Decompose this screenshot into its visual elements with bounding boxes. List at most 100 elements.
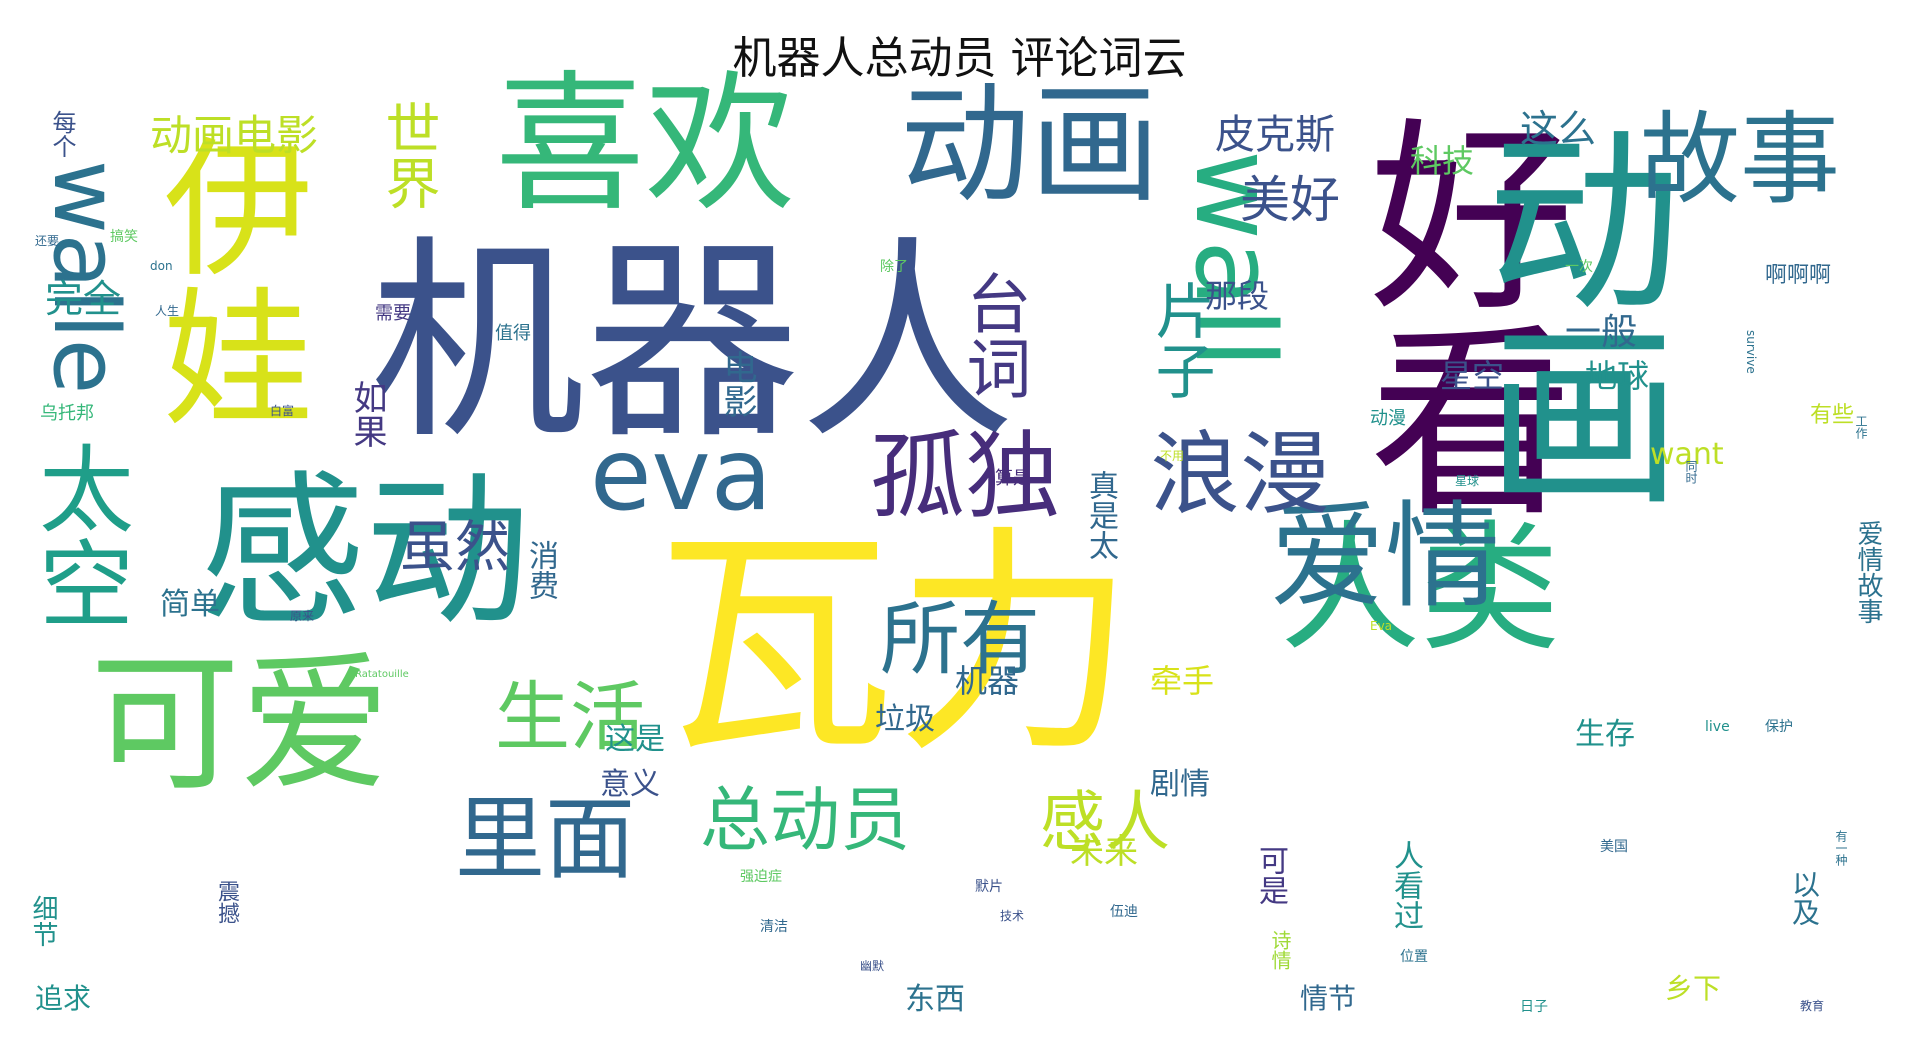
cloud-word: 故事 [1640, 101, 1840, 218]
cloud-word: 地球 [1585, 357, 1650, 395]
cloud-word: 位置 [1400, 949, 1428, 965]
cloud-word: 好看 [1334, 110, 1572, 520]
cloud-word: 瓦力 [655, 505, 1136, 785]
cloud-word: 喜欢 [495, 58, 796, 232]
cloud-word: 搞笑 [110, 229, 138, 245]
cloud-word: 动画电影 [150, 111, 319, 160]
cloud-word: 爱情故事 [1853, 520, 1883, 624]
cloud-word: 清洁 [760, 919, 788, 935]
cloud-word: live [1705, 719, 1730, 735]
cloud-word: 工作 [1854, 415, 1868, 439]
cloud-word: 片子 [1145, 280, 1215, 400]
cloud-word: 机器人 [370, 217, 1015, 468]
cloud-word: 那段 [1205, 277, 1270, 315]
cloud-word: 可爱 [90, 638, 391, 812]
cloud-word: 一次 [1565, 259, 1593, 275]
cloud-word: 未来 [1070, 832, 1138, 872]
cloud-word: 有些 [1810, 403, 1855, 428]
cloud-word: 人看过 [1388, 840, 1423, 930]
cloud-word: 机器 [955, 662, 1020, 700]
cloud-word: 消费 [523, 540, 558, 600]
cloud-word: 同时 [1684, 460, 1698, 484]
cloud-word: don [150, 259, 173, 273]
cloud-word: 乌托邦 [40, 403, 94, 424]
cloud-word: 剧情 [1150, 767, 1210, 802]
cloud-word: 伊娃 [138, 130, 312, 430]
cloud-word: walle [33, 160, 138, 395]
cloud-word: 还要 [35, 234, 60, 248]
cloud-word: 浪漫 [1150, 422, 1330, 527]
cloud-word: 太空 [23, 440, 133, 630]
cloud-word: 垃圾 [875, 702, 935, 737]
cloud-word: 有一种 [1834, 830, 1848, 866]
cloud-word: 追求 [35, 982, 92, 1015]
cloud-word: 孤独 [870, 422, 1061, 532]
cloud-word: 以及 [1788, 870, 1821, 926]
cloud-word: 除了 [880, 259, 908, 275]
cloud-word: 美国 [1600, 839, 1628, 855]
cloud-word: 美好 [1240, 171, 1340, 229]
cloud-word: 总动员 [700, 779, 910, 861]
cloud-word: 值得 [495, 323, 531, 344]
cloud-word: 每个 [48, 110, 76, 158]
cloud-word: 意义 [600, 767, 660, 802]
cloud-word: 这么 [1520, 107, 1597, 151]
cloud-word: want [1650, 437, 1724, 472]
cloud-word: 星球 [1455, 474, 1480, 488]
cloud-word: 科技 [1410, 142, 1475, 180]
cloud-word: 皮克斯 [1215, 112, 1335, 158]
cloud-word: 伍迪 [1110, 904, 1138, 920]
cloud-word: 星空 [1440, 357, 1505, 395]
cloud-word: 生存 [1575, 717, 1635, 752]
cloud-word: 所有 [880, 593, 1040, 686]
cloud-word: 白富 [270, 404, 295, 418]
cloud-word: 可是 [1253, 845, 1288, 905]
cloud-word: 牵手 [1150, 662, 1215, 700]
cloud-word: 感人 [1040, 785, 1171, 860]
cloud-word: 情节 [1300, 982, 1357, 1015]
cloud-word: 日子 [1520, 999, 1548, 1015]
cloud-word: Eva [1370, 619, 1393, 633]
cloud-word: 算是 [995, 468, 1031, 489]
cloud-word: 完全 [45, 277, 122, 321]
cloud-word: 技术 [1000, 909, 1025, 923]
cloud-word: 真是太 [1083, 470, 1118, 560]
cloud-word: 台词 [955, 270, 1030, 400]
cloud-word: 如果 [347, 380, 387, 448]
cloud-word: 震撼 [214, 880, 239, 924]
cloud-word: 需要 [375, 303, 411, 324]
cloud-word: 人生 [155, 304, 180, 318]
cloud-word: 这是 [605, 722, 665, 757]
cloud-word: 不用 [1160, 449, 1185, 463]
cloud-word: 动漫 [1370, 408, 1406, 429]
cloud-word: 简单 [160, 587, 220, 622]
cloud-word: Ratatouille [355, 669, 409, 680]
chart-title: 机器人总动员 评论词云 [732, 33, 1187, 84]
cloud-word: 教育 [1800, 999, 1825, 1013]
cloud-word: 人类 [1280, 508, 1561, 671]
cloud-word: 诗情 [1268, 930, 1292, 970]
cloud-word: 感动 [200, 456, 530, 648]
cloud-word: 生活 [495, 673, 646, 761]
cloud-word: 保护 [1765, 719, 1793, 735]
cloud-word: 电影 [717, 350, 757, 418]
cloud-word: 啊啊啊 [1765, 263, 1832, 288]
cloud-word: 幽默 [860, 959, 885, 973]
cloud-word: 动画 [1454, 120, 1681, 510]
cloud-word: 虽然 [400, 515, 511, 579]
cloud-word: 里面 [455, 787, 635, 892]
cloud-word: 默片 [975, 879, 1003, 895]
cloud-word: 爱情 [1270, 490, 1501, 624]
cloud-word: eva [590, 416, 772, 533]
cloud-word: 一般 [1565, 312, 1638, 353]
cloud-word: 东西 [905, 982, 965, 1017]
cloud-word: 乡下 [1665, 972, 1722, 1005]
cloud-word: 世界 [376, 100, 440, 210]
cloud-word: survive [1744, 330, 1758, 374]
cloud-word: 细节 [28, 895, 58, 947]
cloud-word: 动画 [900, 69, 1161, 221]
cloud-word: 原来 [290, 609, 315, 623]
cloud-word: wall [1171, 150, 1299, 369]
cloud-word: 强迫症 [740, 869, 782, 885]
